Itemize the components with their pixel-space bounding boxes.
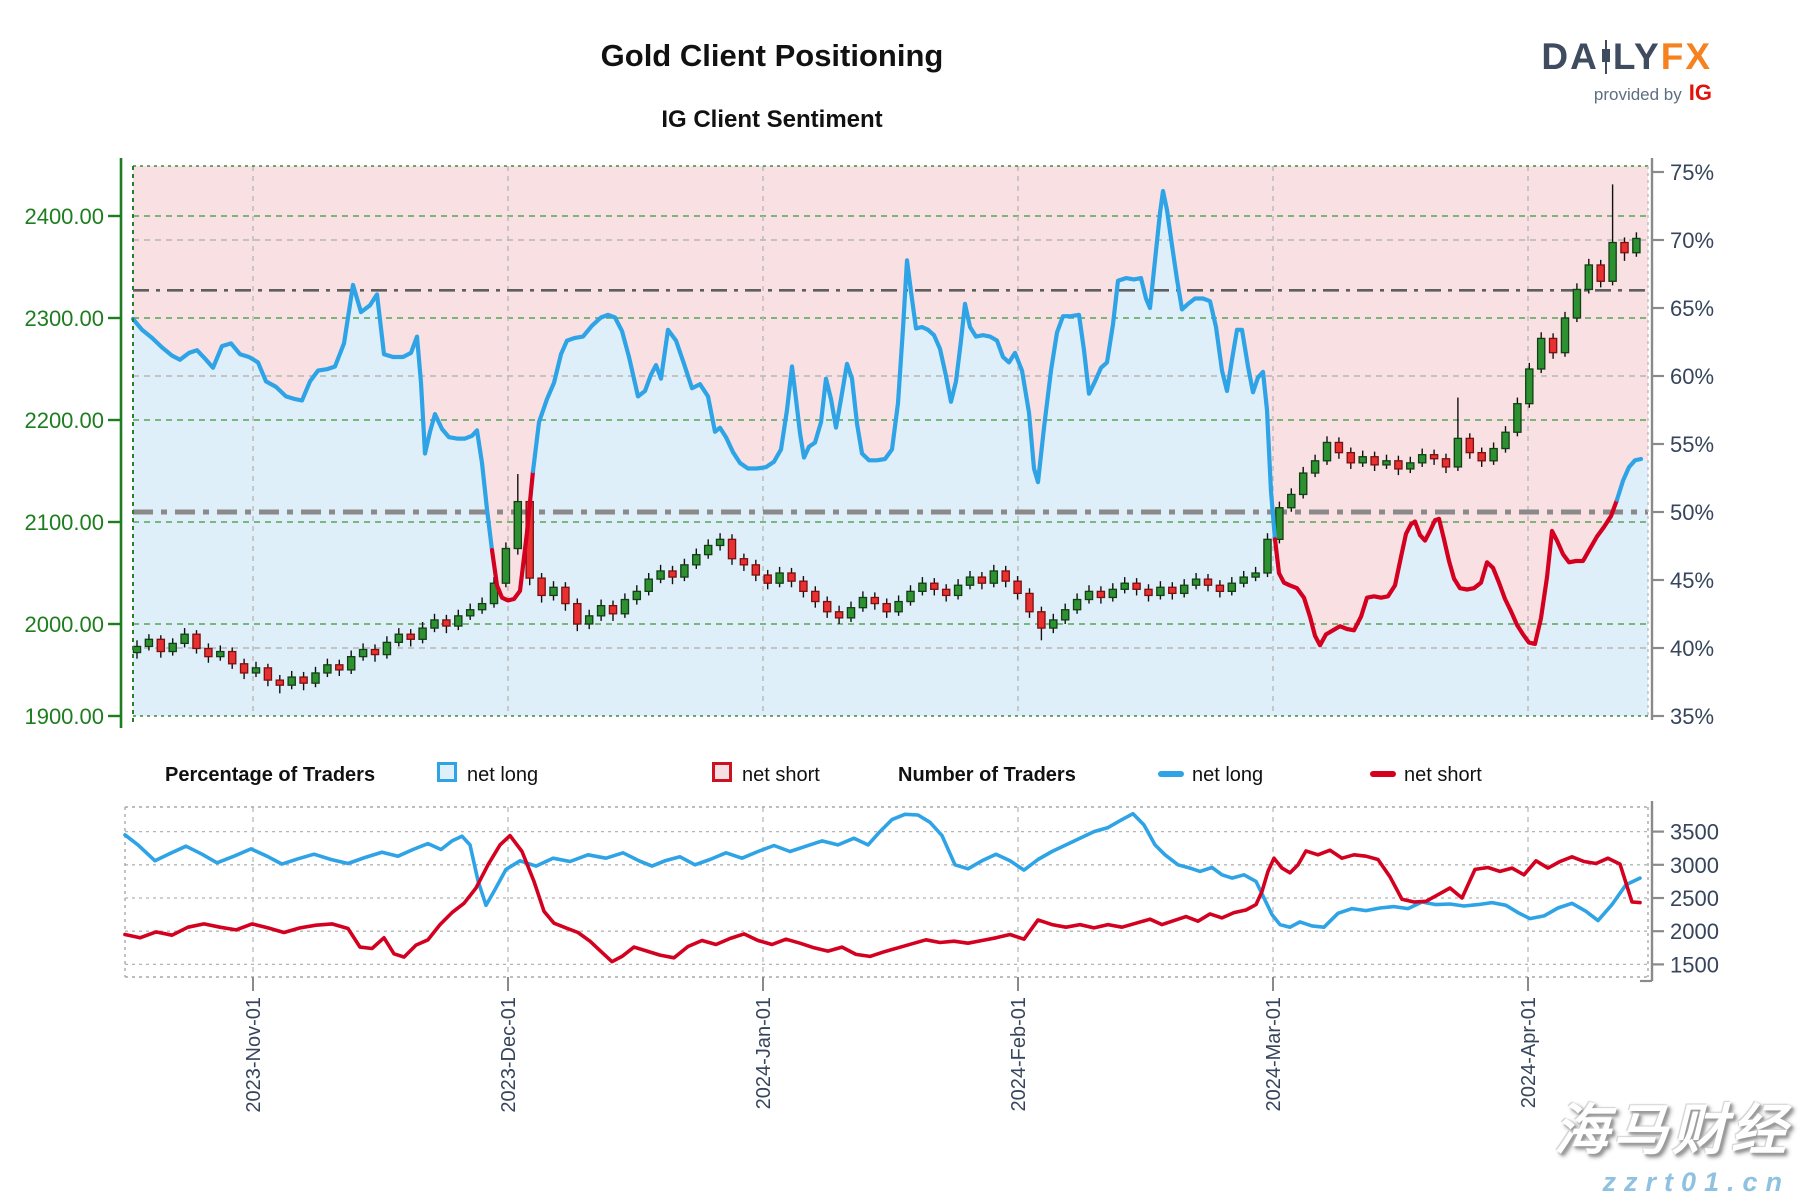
main-chart [133, 166, 1648, 716]
ig-logo: IG [1688, 80, 1712, 105]
svg-text:2024-Jan-01: 2024-Jan-01 [753, 997, 775, 1109]
count-net-long-line [123, 811, 1642, 930]
svg-text:2023-Nov-01: 2023-Nov-01 [243, 997, 265, 1113]
net-short-area [133, 166, 1648, 646]
percent-axis: 75% 70% 65% 60% 55% 50% 45% 40% 35% [1650, 158, 1714, 729]
net-long-swatch-icon [437, 762, 457, 782]
svg-text:2023-Dec-01: 2023-Dec-01 [498, 997, 520, 1113]
svg-text:2000.00: 2000.00 [24, 612, 104, 637]
net-short-line-icon [1370, 771, 1396, 777]
svg-text:2300.00: 2300.00 [24, 306, 104, 331]
svg-text:50%: 50% [1670, 500, 1714, 525]
svg-text:70%: 70% [1670, 228, 1714, 253]
svg-text:60%: 60% [1670, 364, 1714, 389]
svg-text:40%: 40% [1670, 636, 1714, 661]
net-long-line-icon [1158, 771, 1184, 777]
svg-text:2024-Apr-01: 2024-Apr-01 [1518, 997, 1540, 1108]
svg-text:2200.00: 2200.00 [24, 408, 104, 433]
candlestick-series [132, 184, 1641, 694]
watermark-brand: 海马财经 [1553, 1099, 1790, 1161]
count-axis: 3500 3000 2500 2000 1500 [1640, 801, 1719, 983]
main-borders [132, 165, 1649, 726]
watermark: 海马财经 zzrt01.cn [1554, 1085, 1790, 1198]
svg-text:45%: 45% [1670, 568, 1714, 593]
candlestick-icon [1601, 40, 1610, 74]
svg-text:2024-Mar-01: 2024-Mar-01 [1263, 997, 1285, 1112]
count-net-short-line [123, 833, 1642, 964]
svg-text:2400.00: 2400.00 [24, 204, 104, 229]
logo-text-da: DA [1541, 36, 1599, 77]
watermark-url: zzrt01.cn [1602, 1167, 1790, 1197]
svg-text:2000: 2000 [1670, 919, 1719, 944]
net-long-pct-line [130, 188, 1644, 648]
svg-text:3000: 3000 [1670, 853, 1719, 878]
svg-text:55%: 55% [1670, 432, 1714, 457]
legend-percentage-title: Percentage of Traders [165, 764, 376, 786]
legend-num-net-long-label: net long [1192, 764, 1264, 786]
svg-text:35%: 35% [1670, 704, 1714, 729]
legend-number-title: Number of Traders [898, 764, 1076, 786]
legend-row: Percentage of Traders net long net short… [0, 758, 1800, 794]
price-axis: 2400.00 2300.00 2200.00 2100.00 2000.00 1900.… [24, 158, 123, 729]
provided-by-text: provided by [1593, 85, 1682, 104]
svg-text:2100.00: 2100.00 [24, 510, 104, 535]
chart-subtitle: IG Client Sentiment [661, 106, 883, 133]
page-title: Gold Client Positioning [600, 38, 944, 73]
svg-text:2500: 2500 [1670, 886, 1719, 911]
logo-text-fx: FX [1660, 36, 1712, 77]
svg-text:1500: 1500 [1670, 952, 1719, 977]
net-short-swatch-icon [712, 762, 732, 782]
svg-text:2024-Feb-01: 2024-Feb-01 [1008, 997, 1030, 1112]
svg-text:1900.00: 1900.00 [24, 704, 104, 729]
number-of-traders-chart [123, 806, 1649, 978]
svg-text:65%: 65% [1670, 296, 1714, 321]
svg-text:75%: 75% [1670, 160, 1714, 185]
legend-pct-net-short-label: net short [742, 764, 820, 786]
svg-text:3500: 3500 [1670, 820, 1719, 845]
logo-text-ly: LY [1612, 36, 1661, 77]
date-axis: 2023-Nov-01 2023-Dec-01 2024-Jan-01 2024-Fe… [243, 977, 1540, 1113]
legend-num-net-short-label: net short [1404, 764, 1482, 786]
legend-pct-net-long-label: net long [467, 764, 539, 786]
dailyfx-wordmark: DA LY FX [1541, 36, 1712, 78]
dailyfx-logo: DA LY FX provided by IG [1541, 36, 1712, 106]
main-gridlines [133, 166, 1648, 716]
